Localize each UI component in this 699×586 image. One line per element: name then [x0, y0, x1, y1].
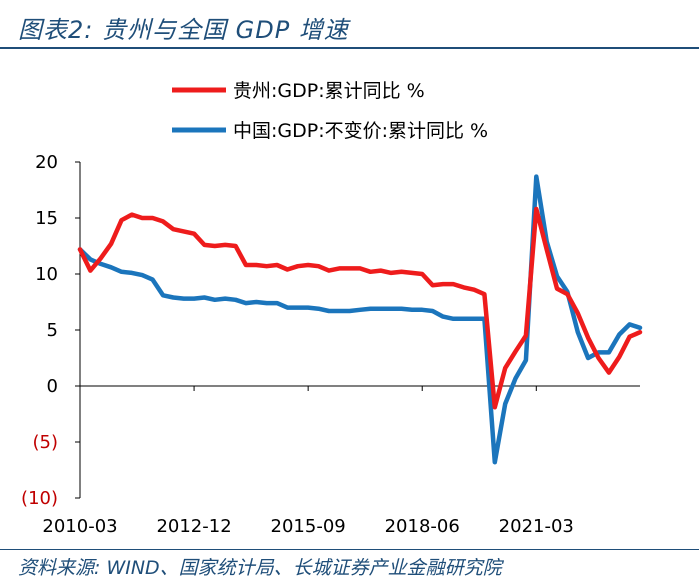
x-tick-label: 2010-03 [42, 516, 117, 537]
series-line-guizhou [77, 206, 643, 410]
gdp-growth-chart: 贵州:GDP:累计同比 % 中国:GDP:不变价:累计同比 % 20 15 10 5 0 (… [21, 80, 643, 537]
y-tick-label: (5) [33, 432, 59, 453]
series-lines [77, 174, 643, 465]
x-tick-label: 2012-12 [156, 516, 231, 537]
legend-label-guizhou: 贵州:GDP:累计同比 % [233, 80, 425, 102]
x-tick-label: 2018-06 [385, 516, 460, 537]
title-divider [0, 47, 699, 49]
y-tick-label: 0 [47, 376, 58, 397]
y-tick-label: 10 [35, 264, 58, 285]
y-tick-label: 20 [35, 152, 58, 173]
source-note: 资料来源: WIND、国家统计局、长城证券产业金融研究院 [18, 557, 502, 579]
legend-label-china: 中国:GDP:不变价:累计同比 % [233, 120, 488, 142]
chart-title: 图表2: 贵州与全国 GDP 增速 [18, 16, 349, 44]
x-tick-label: 2015-09 [271, 516, 346, 537]
legend: 贵州:GDP:累计同比 % 中国:GDP:不变价:累计同比 % [172, 80, 488, 142]
footer-divider [0, 549, 699, 550]
y-tick-label: (10) [21, 488, 58, 509]
y-tick-label: 15 [35, 208, 58, 229]
y-tick-label: 5 [47, 320, 58, 341]
axes: 20 15 10 5 0 (5) (10) 2010-03 2012-12 2015-09 2018… [21, 152, 640, 537]
x-tick-label: 2021-03 [499, 516, 574, 537]
